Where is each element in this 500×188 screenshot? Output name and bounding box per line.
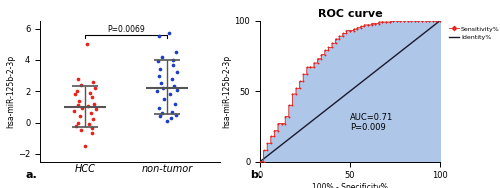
Point xyxy=(171,102,179,105)
Point xyxy=(158,112,166,115)
Point xyxy=(154,74,162,77)
Point xyxy=(72,124,80,127)
Point xyxy=(78,106,86,109)
Point xyxy=(172,113,180,116)
Point xyxy=(84,105,92,108)
Point xyxy=(89,118,97,121)
Point xyxy=(156,107,164,110)
Text: P=0.0069: P=0.0069 xyxy=(107,25,145,34)
Point xyxy=(166,93,174,96)
Text: AUC=0.71
P=0.009: AUC=0.71 P=0.009 xyxy=(350,112,393,132)
Point xyxy=(86,112,94,115)
Point xyxy=(157,82,165,85)
Point xyxy=(74,121,82,124)
Point xyxy=(170,85,178,88)
Point xyxy=(160,98,168,101)
Title: ROC curve: ROC curve xyxy=(318,8,382,18)
Point xyxy=(158,86,166,89)
Y-axis label: hsa-miR-125b-2-3p: hsa-miR-125b-2-3p xyxy=(223,55,232,128)
Point xyxy=(163,119,171,122)
Point xyxy=(170,58,177,61)
Y-axis label: hsa-miR-125b-2-3p: hsa-miR-125b-2-3p xyxy=(6,55,16,128)
Text: a.: a. xyxy=(25,171,37,180)
Point xyxy=(86,91,94,94)
Point xyxy=(88,132,96,135)
Point xyxy=(70,109,78,112)
Point xyxy=(167,116,175,119)
Point xyxy=(71,93,79,96)
Point xyxy=(74,104,82,107)
Point xyxy=(77,129,85,132)
Point xyxy=(168,63,176,66)
Point xyxy=(88,96,96,99)
Point xyxy=(153,90,161,93)
Legend: Sensitivity%, Identity%: Sensitivity%, Identity% xyxy=(446,24,500,43)
Point xyxy=(156,68,164,71)
Point xyxy=(172,71,180,74)
Text: b.: b. xyxy=(250,171,262,180)
Point xyxy=(85,123,93,126)
Point xyxy=(76,115,84,118)
Point xyxy=(156,115,164,118)
Point xyxy=(77,83,85,86)
Point xyxy=(90,102,98,105)
Point xyxy=(166,32,173,35)
Point xyxy=(76,99,84,102)
Point xyxy=(81,145,89,148)
X-axis label: 100% - Specificity%: 100% - Specificity% xyxy=(312,183,388,188)
Point xyxy=(168,110,175,113)
Point xyxy=(92,108,100,111)
Point xyxy=(82,43,90,46)
Point xyxy=(88,127,96,130)
Point xyxy=(154,60,162,63)
Point xyxy=(158,55,166,58)
Point xyxy=(73,90,81,93)
Point xyxy=(74,77,82,80)
Point xyxy=(89,80,97,83)
Point xyxy=(174,88,182,91)
Point xyxy=(172,51,180,54)
Point xyxy=(91,86,99,89)
Point xyxy=(168,77,175,80)
Point xyxy=(156,35,164,38)
